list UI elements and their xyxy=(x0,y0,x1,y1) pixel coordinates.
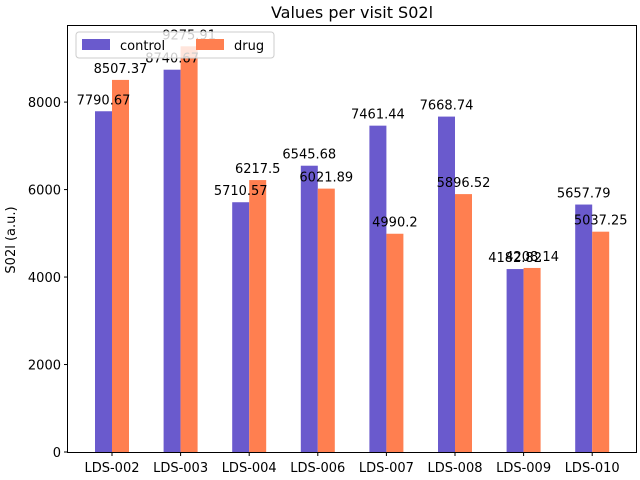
x-tick-label: LDS-008 xyxy=(427,461,482,476)
y-tick-label: 6000 xyxy=(28,184,61,199)
bar-control-LDS-006 xyxy=(300,165,318,452)
chart-title: Values per visit S02l xyxy=(271,3,433,22)
data-label-drug-LDS-006: 6021.89 xyxy=(299,171,353,186)
data-label-control-LDS-004: 5710.57 xyxy=(214,184,268,199)
data-label-control-LDS-010: 5657.79 xyxy=(557,187,611,202)
x-tick-label: LDS-009 xyxy=(496,461,551,476)
bar-drug-LDS-007 xyxy=(386,233,404,452)
plot-area-frame xyxy=(67,25,637,453)
bar-control-LDS-009 xyxy=(506,269,524,452)
x-tick-label: LDS-010 xyxy=(565,461,620,476)
legend-swatch-control xyxy=(82,39,110,50)
legend-swatch-drug xyxy=(196,39,224,50)
x-tick-label: LDS-003 xyxy=(153,461,208,476)
data-label-drug-LDS-004: 6217.5 xyxy=(235,162,281,177)
y-tick-label: 0 xyxy=(53,446,61,461)
x-tick-label: LDS-004 xyxy=(222,461,277,476)
data-label-drug-LDS-002: 8507.37 xyxy=(94,62,148,77)
legend-frame xyxy=(75,31,275,59)
x-tick-label: LDS-002 xyxy=(84,461,139,476)
legend: control drug xyxy=(75,31,275,59)
y-axis-label: S02l (a.u.) xyxy=(4,206,19,273)
bar-drug-LDS-010 xyxy=(592,231,610,452)
bar-drug-LDS-006 xyxy=(317,188,335,452)
bar-control-LDS-010 xyxy=(575,204,593,452)
y-tick-label: 2000 xyxy=(28,359,61,374)
bar-control-LDS-002 xyxy=(95,111,112,452)
y-tick-label: 4000 xyxy=(28,271,61,286)
bar-control-LDS-007 xyxy=(369,125,387,452)
x-tick-label: LDS-007 xyxy=(359,461,414,476)
x-tick-label: LDS-006 xyxy=(290,461,345,476)
bar-control-LDS-003 xyxy=(163,69,181,453)
data-label-drug-LDS-010: 5037.25 xyxy=(574,214,628,229)
y-tick-label: 8000 xyxy=(28,96,61,111)
bar-drug-LDS-008 xyxy=(455,194,472,453)
bar-drug-LDS-004 xyxy=(249,180,267,453)
x-axis: LDS-002 LDS-003 LDS-004 LDS-006 LDS-007 LDS-0… xyxy=(84,452,620,476)
data-label-control-LDS-007: 7461.44 xyxy=(351,108,405,123)
bar-drug-LDS-002 xyxy=(112,79,129,452)
data-label-control-LDS-009: 4182.82 xyxy=(488,251,542,266)
data-labels-group: 7790.678507.378740.679275.915710.576217.… xyxy=(77,28,628,266)
bar-control-LDS-008 xyxy=(438,116,455,453)
legend-label-control: control xyxy=(120,39,165,54)
bar-drug-LDS-003 xyxy=(180,46,198,453)
data-label-control-LDS-008: 7668.74 xyxy=(420,99,474,114)
bars-group xyxy=(95,46,610,453)
legend-label-drug: drug xyxy=(234,39,264,54)
data-label-drug-LDS-009: 4208.14 xyxy=(505,250,559,265)
bar-drug-LDS-009 xyxy=(523,267,541,452)
data-label-control-LDS-002: 7790.67 xyxy=(77,93,131,108)
y-axis: 0 2000 4000 6000 8000 xyxy=(28,96,68,461)
data-label-control-LDS-006: 6545.68 xyxy=(282,148,336,163)
data-label-drug-LDS-007: 4990.2 xyxy=(372,216,418,231)
data-label-drug-LDS-008: 5896.52 xyxy=(437,176,491,191)
bar-control-LDS-004 xyxy=(232,202,250,452)
